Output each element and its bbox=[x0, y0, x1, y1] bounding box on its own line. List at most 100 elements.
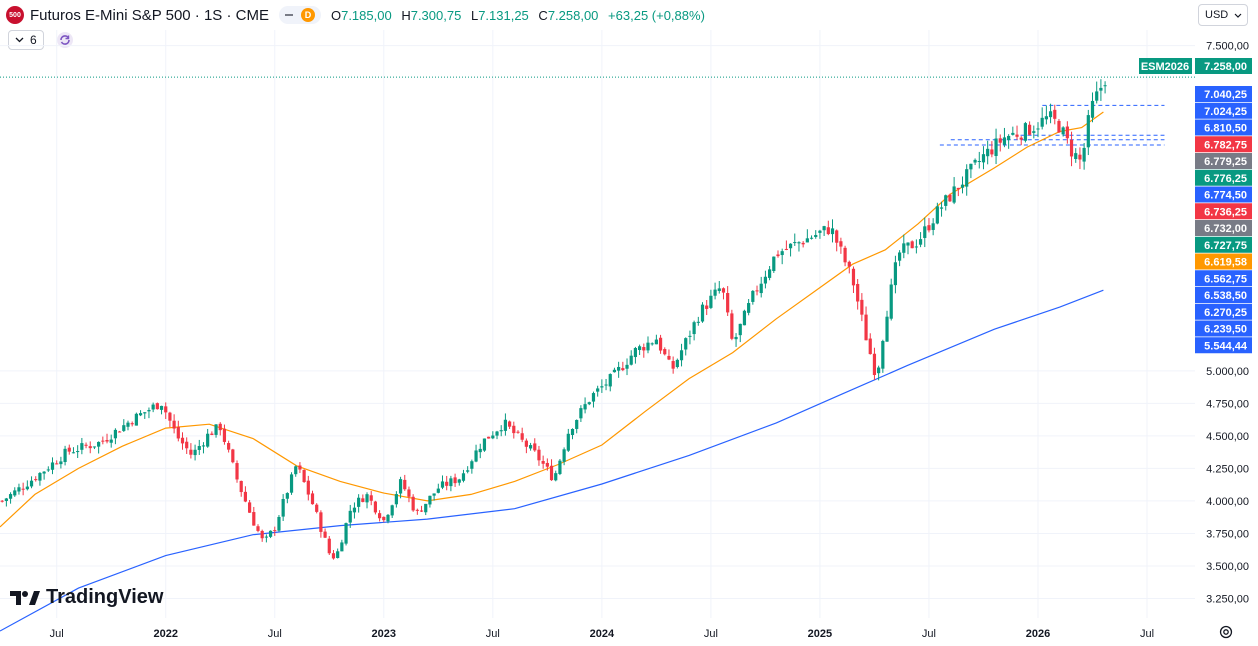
candle-body bbox=[545, 462, 549, 467]
candle-body bbox=[159, 405, 164, 410]
candle-body bbox=[168, 412, 172, 421]
candle-body bbox=[562, 449, 566, 462]
candle-body bbox=[67, 447, 71, 452]
price-label: 6.779,25 bbox=[1204, 156, 1247, 168]
candle-body bbox=[646, 342, 650, 351]
candle-body bbox=[776, 254, 780, 257]
price-label: 6.732,00 bbox=[1204, 223, 1247, 235]
candle-body bbox=[176, 426, 180, 439]
candle-body bbox=[29, 480, 34, 487]
x-tick-label: 2026 bbox=[1026, 628, 1050, 640]
candle-body bbox=[596, 388, 600, 392]
candle-body bbox=[147, 409, 151, 412]
candle-body bbox=[977, 161, 981, 163]
y-tick-label: 4.750,00 bbox=[1206, 398, 1249, 410]
candle-body bbox=[436, 488, 440, 493]
high-value: 7.300,75 bbox=[410, 7, 462, 23]
open-key: O bbox=[330, 7, 342, 23]
refresh-icon[interactable] bbox=[56, 31, 74, 49]
candle-body bbox=[512, 425, 516, 434]
candle-body bbox=[340, 542, 344, 552]
candle-body bbox=[851, 268, 856, 286]
candle-body bbox=[193, 449, 197, 456]
y-tick-label: 3.750,00 bbox=[1206, 528, 1249, 540]
candle-body bbox=[617, 366, 621, 371]
candle-body bbox=[1002, 137, 1007, 145]
moving-average-slow bbox=[0, 289, 1104, 632]
candle-body bbox=[419, 510, 424, 512]
delayed-badge: D bbox=[300, 8, 315, 22]
indicators-toggle[interactable]: 6 bbox=[8, 30, 44, 50]
candle-body bbox=[281, 499, 285, 517]
candle-body bbox=[835, 230, 839, 243]
candle-body bbox=[956, 187, 960, 190]
settings-gear-icon[interactable] bbox=[1218, 624, 1234, 640]
y-tick-label: 3.500,00 bbox=[1206, 561, 1249, 573]
y-tick-label: 4.000,00 bbox=[1206, 496, 1249, 508]
candle-body bbox=[1090, 100, 1095, 118]
candle-body bbox=[369, 495, 373, 501]
price-label-box bbox=[1195, 153, 1252, 169]
candle-body bbox=[830, 228, 835, 235]
data-status-pill[interactable]: D bbox=[278, 6, 321, 24]
candle-body bbox=[201, 445, 206, 447]
candle-body bbox=[889, 284, 893, 319]
candle-body bbox=[151, 404, 155, 410]
candle-body bbox=[445, 481, 449, 486]
candle-body bbox=[554, 473, 558, 481]
candle-body bbox=[860, 299, 864, 315]
candle-body bbox=[126, 422, 130, 427]
candle-body bbox=[1078, 154, 1082, 160]
chevron-down-icon bbox=[15, 37, 24, 43]
candle-body bbox=[130, 423, 134, 425]
candle-body bbox=[918, 239, 923, 245]
y-tick-label: 7.500,00 bbox=[1206, 41, 1249, 53]
currency-button[interactable]: USD bbox=[1198, 4, 1248, 26]
x-tick-label: 2025 bbox=[808, 628, 832, 640]
candle-body bbox=[453, 477, 457, 484]
candle-body bbox=[424, 503, 428, 513]
candle-body bbox=[910, 241, 914, 249]
candle-body bbox=[1103, 85, 1107, 87]
price-label-box bbox=[1195, 337, 1252, 354]
candle-body bbox=[407, 489, 411, 497]
candle-body bbox=[705, 305, 709, 309]
candle-body bbox=[797, 242, 801, 244]
candle-body bbox=[881, 340, 885, 369]
candle-body bbox=[931, 223, 935, 230]
chart-title[interactable]: Futuros E-Mini S&P 500 · 1S · CME bbox=[30, 6, 269, 24]
candle-body bbox=[1015, 134, 1019, 137]
candle-body bbox=[394, 494, 398, 505]
candle-body bbox=[688, 335, 692, 337]
candle-body bbox=[143, 412, 147, 414]
candle-body bbox=[323, 531, 327, 538]
candle-body bbox=[927, 225, 931, 231]
x-tick-label: Jul bbox=[268, 628, 282, 640]
candle-body bbox=[998, 138, 1002, 143]
candle-body bbox=[122, 425, 126, 431]
candle-body bbox=[642, 347, 646, 351]
candle-body bbox=[738, 323, 742, 336]
candle-body bbox=[428, 495, 432, 505]
candle-body bbox=[868, 338, 872, 355]
candle-body bbox=[382, 516, 386, 521]
candle-body bbox=[180, 437, 185, 444]
candle-body bbox=[306, 480, 310, 495]
price-label-box bbox=[1195, 253, 1252, 270]
candle-body bbox=[277, 516, 281, 531]
candle-body bbox=[440, 481, 445, 488]
x-tick-label: Jul bbox=[1140, 628, 1154, 640]
candle-body bbox=[38, 473, 42, 481]
price-label: 6.810,50 bbox=[1204, 123, 1247, 135]
candle-body bbox=[63, 448, 67, 463]
candle-body bbox=[235, 463, 239, 480]
tradingview-logo[interactable]: TradingView bbox=[10, 586, 163, 609]
price-label-box bbox=[1195, 203, 1252, 220]
x-tick-label: 2024 bbox=[590, 628, 615, 640]
price-label-box bbox=[1195, 186, 1252, 203]
candle-body bbox=[675, 359, 679, 367]
candle-body bbox=[902, 243, 906, 253]
symbol-logo: 500 bbox=[6, 6, 24, 24]
price-label: 6.774,50 bbox=[1204, 190, 1247, 202]
